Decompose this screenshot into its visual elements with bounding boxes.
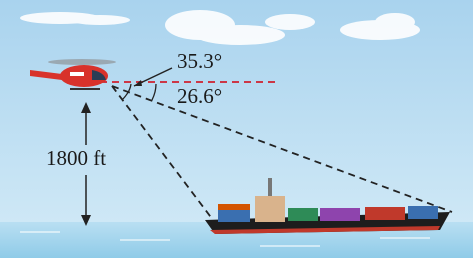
height-label: 1800 ft <box>46 146 106 170</box>
angle-label: 26.6° <box>177 84 222 108</box>
angle-label: 35.3° <box>177 49 222 73</box>
diagram: 35.3° 26.6° 1800 ft <box>0 0 473 258</box>
